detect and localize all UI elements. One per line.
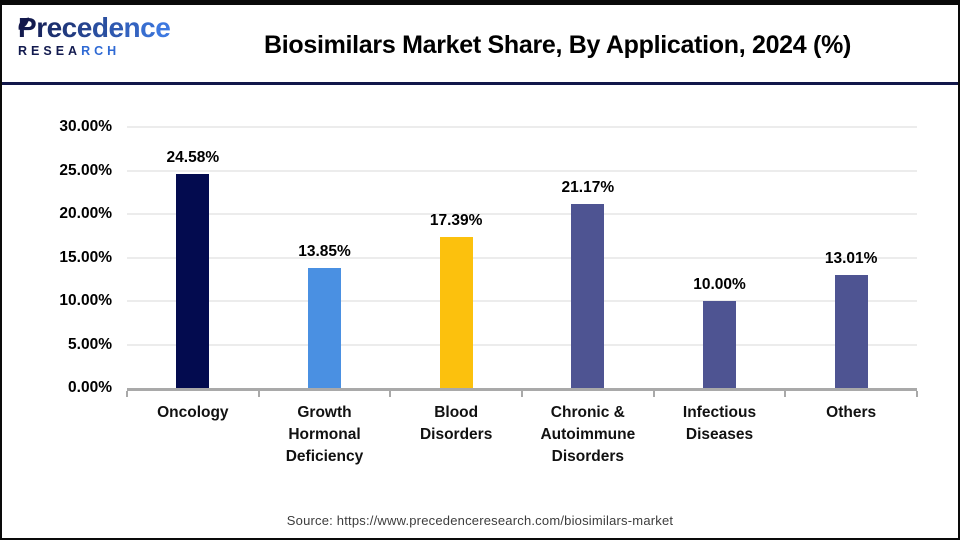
bar-infectious-diseases — [703, 301, 736, 388]
x-axis-tick — [521, 391, 523, 397]
category-label: Blood Disorders — [419, 404, 493, 443]
x-axis-line — [127, 388, 917, 391]
logo-letter: d — [91, 12, 109, 43]
y-axis-tick-label: 20.00% — [59, 205, 112, 222]
category-label: Others — [826, 404, 877, 421]
logo-letter: e — [155, 12, 171, 43]
leaf-icon — [17, 7, 30, 37]
category-label: Growth Hormonal Deficiency — [285, 404, 364, 465]
y-axis-tick-label: 0.00% — [68, 379, 112, 396]
logo-letter: e — [76, 12, 93, 43]
logo-subtitle-dark: RESEA — [18, 44, 82, 58]
logo-subtitle-blue: RCH — [81, 44, 121, 58]
category-label: Chronic & Autoimmune Disorders — [540, 404, 636, 465]
bar-blood-disorders — [439, 236, 473, 388]
x-axis-tick — [916, 391, 918, 397]
source-text: Source: https://www.precedenceresearch.c… — [286, 513, 674, 528]
logo-subtitle: RESEARCH — [18, 44, 188, 58]
gridline — [127, 126, 917, 128]
logo-letter: e — [46, 12, 63, 43]
precedence-research-logo: Precedence RESEARCH — [18, 13, 188, 59]
bar-growth-hormonal-deficiency — [308, 267, 341, 388]
logo-brand-text: Precedence — [18, 13, 188, 43]
y-axis-tick-label: 10.00% — [59, 292, 112, 309]
bar-value-label: 17.39% — [429, 211, 483, 229]
y-axis-tick-label: 30.00% — [59, 118, 112, 135]
header-separator — [2, 82, 958, 85]
bar-value-label: 24.58% — [166, 149, 220, 167]
bar-chronic-autoimmune-disorders — [571, 203, 605, 388]
logo-letter: r — [36, 12, 47, 43]
header: Precedence RESEARCH Biosimilars Market S… — [2, 5, 958, 85]
gridline — [127, 300, 917, 302]
logo-letter: e — [108, 12, 124, 43]
bar-value-label: 13.85% — [298, 242, 351, 260]
chart-area: 0.00% 5.00% 10.00% 15.00% 20.00% 25.00% 30.00%… — [2, 85, 958, 538]
bar-others — [834, 274, 868, 388]
chart-title: Biosimilars Market Share, By Application… — [263, 31, 852, 59]
x-axis-tick — [126, 391, 128, 397]
bar-oncology — [176, 174, 210, 388]
logo-letter: c — [140, 12, 156, 43]
bar-value-label: 13.01% — [824, 249, 878, 267]
bar-value-label: 21.17% — [561, 178, 615, 196]
x-axis-tick — [784, 391, 787, 397]
y-axis-tick-label: 15.00% — [59, 248, 112, 266]
logo-letter: c — [61, 12, 78, 43]
x-axis-tick — [652, 391, 655, 397]
gridline — [127, 169, 917, 172]
gridline — [127, 256, 917, 259]
category-label: Infectious Diseases — [682, 404, 757, 443]
category-label: Oncology — [157, 404, 229, 421]
y-axis-tick-label: 25.00% — [59, 161, 112, 179]
logo-letter: n — [123, 12, 141, 43]
y-axis-tick-label: 5.00% — [68, 335, 112, 353]
bar-value-label: 10.00% — [693, 276, 746, 293]
gridline — [127, 343, 917, 346]
x-axis-tick — [257, 391, 260, 397]
x-axis-tick — [389, 391, 392, 397]
gridline — [127, 213, 917, 215]
